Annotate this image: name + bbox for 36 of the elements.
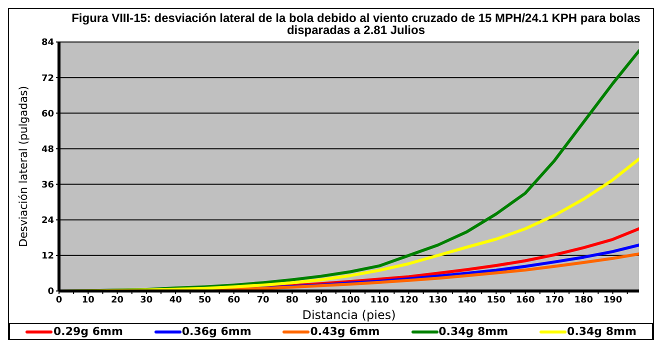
y-tick-label: 84: [41, 38, 54, 48]
y-tick-label: 24: [41, 216, 54, 226]
x-tick-label: 70: [256, 295, 270, 306]
x-tick-label: 0: [56, 295, 62, 306]
x-tick-label: 100: [341, 295, 360, 306]
y-tick-label: 72: [41, 74, 54, 84]
x-tick-label: 150: [486, 295, 506, 306]
legend-label: 0.29g 6mm: [53, 325, 123, 338]
chart-title: Figura VIII-15: desviación lateral de la bola debido al viento cruzado de 15 MPH/24.1 KPH para bolas disparadas a 2.81 Julios: [70, 10, 642, 38]
y-axis-title: Desviación lateral (pulgadas): [16, 86, 30, 248]
y-tick-label: 48: [41, 144, 54, 155]
y-tick-label: 12: [41, 252, 54, 262]
x-tick-label: 90: [315, 295, 328, 306]
x-tick-label: 160: [516, 295, 535, 306]
x-tick-label: 130: [428, 295, 448, 306]
x-tick-label: 80: [286, 295, 298, 306]
y-tick-label: 36: [41, 180, 54, 190]
x-tick-label: 40: [169, 295, 182, 306]
y-tick-label: 60: [41, 109, 54, 120]
x-axis-title: Distancia (pies): [302, 308, 396, 322]
x-tick-label: 180: [574, 295, 594, 306]
x-tick-label: 170: [545, 295, 564, 306]
x-tick-label: 140: [458, 295, 476, 306]
x-tick-label: 60: [228, 295, 240, 306]
x-tick-label: 190: [603, 295, 622, 306]
x-tick-label: 20: [111, 295, 124, 306]
x-tick-label: 120: [399, 295, 418, 306]
legend-label: 0.34g 8mm: [438, 325, 508, 338]
legend-label: 0.36g 6mm: [182, 325, 252, 338]
x-tick-label: 10: [82, 295, 94, 306]
y-tick-label: 0: [48, 287, 54, 298]
legend-label: 0.43g 6mm: [310, 325, 380, 338]
x-tick-label: 50: [198, 295, 211, 306]
legend-label: 0.34g 8mm: [567, 325, 636, 338]
x-tick-label: 30: [140, 295, 153, 306]
x-tick-label: 110: [370, 295, 389, 306]
